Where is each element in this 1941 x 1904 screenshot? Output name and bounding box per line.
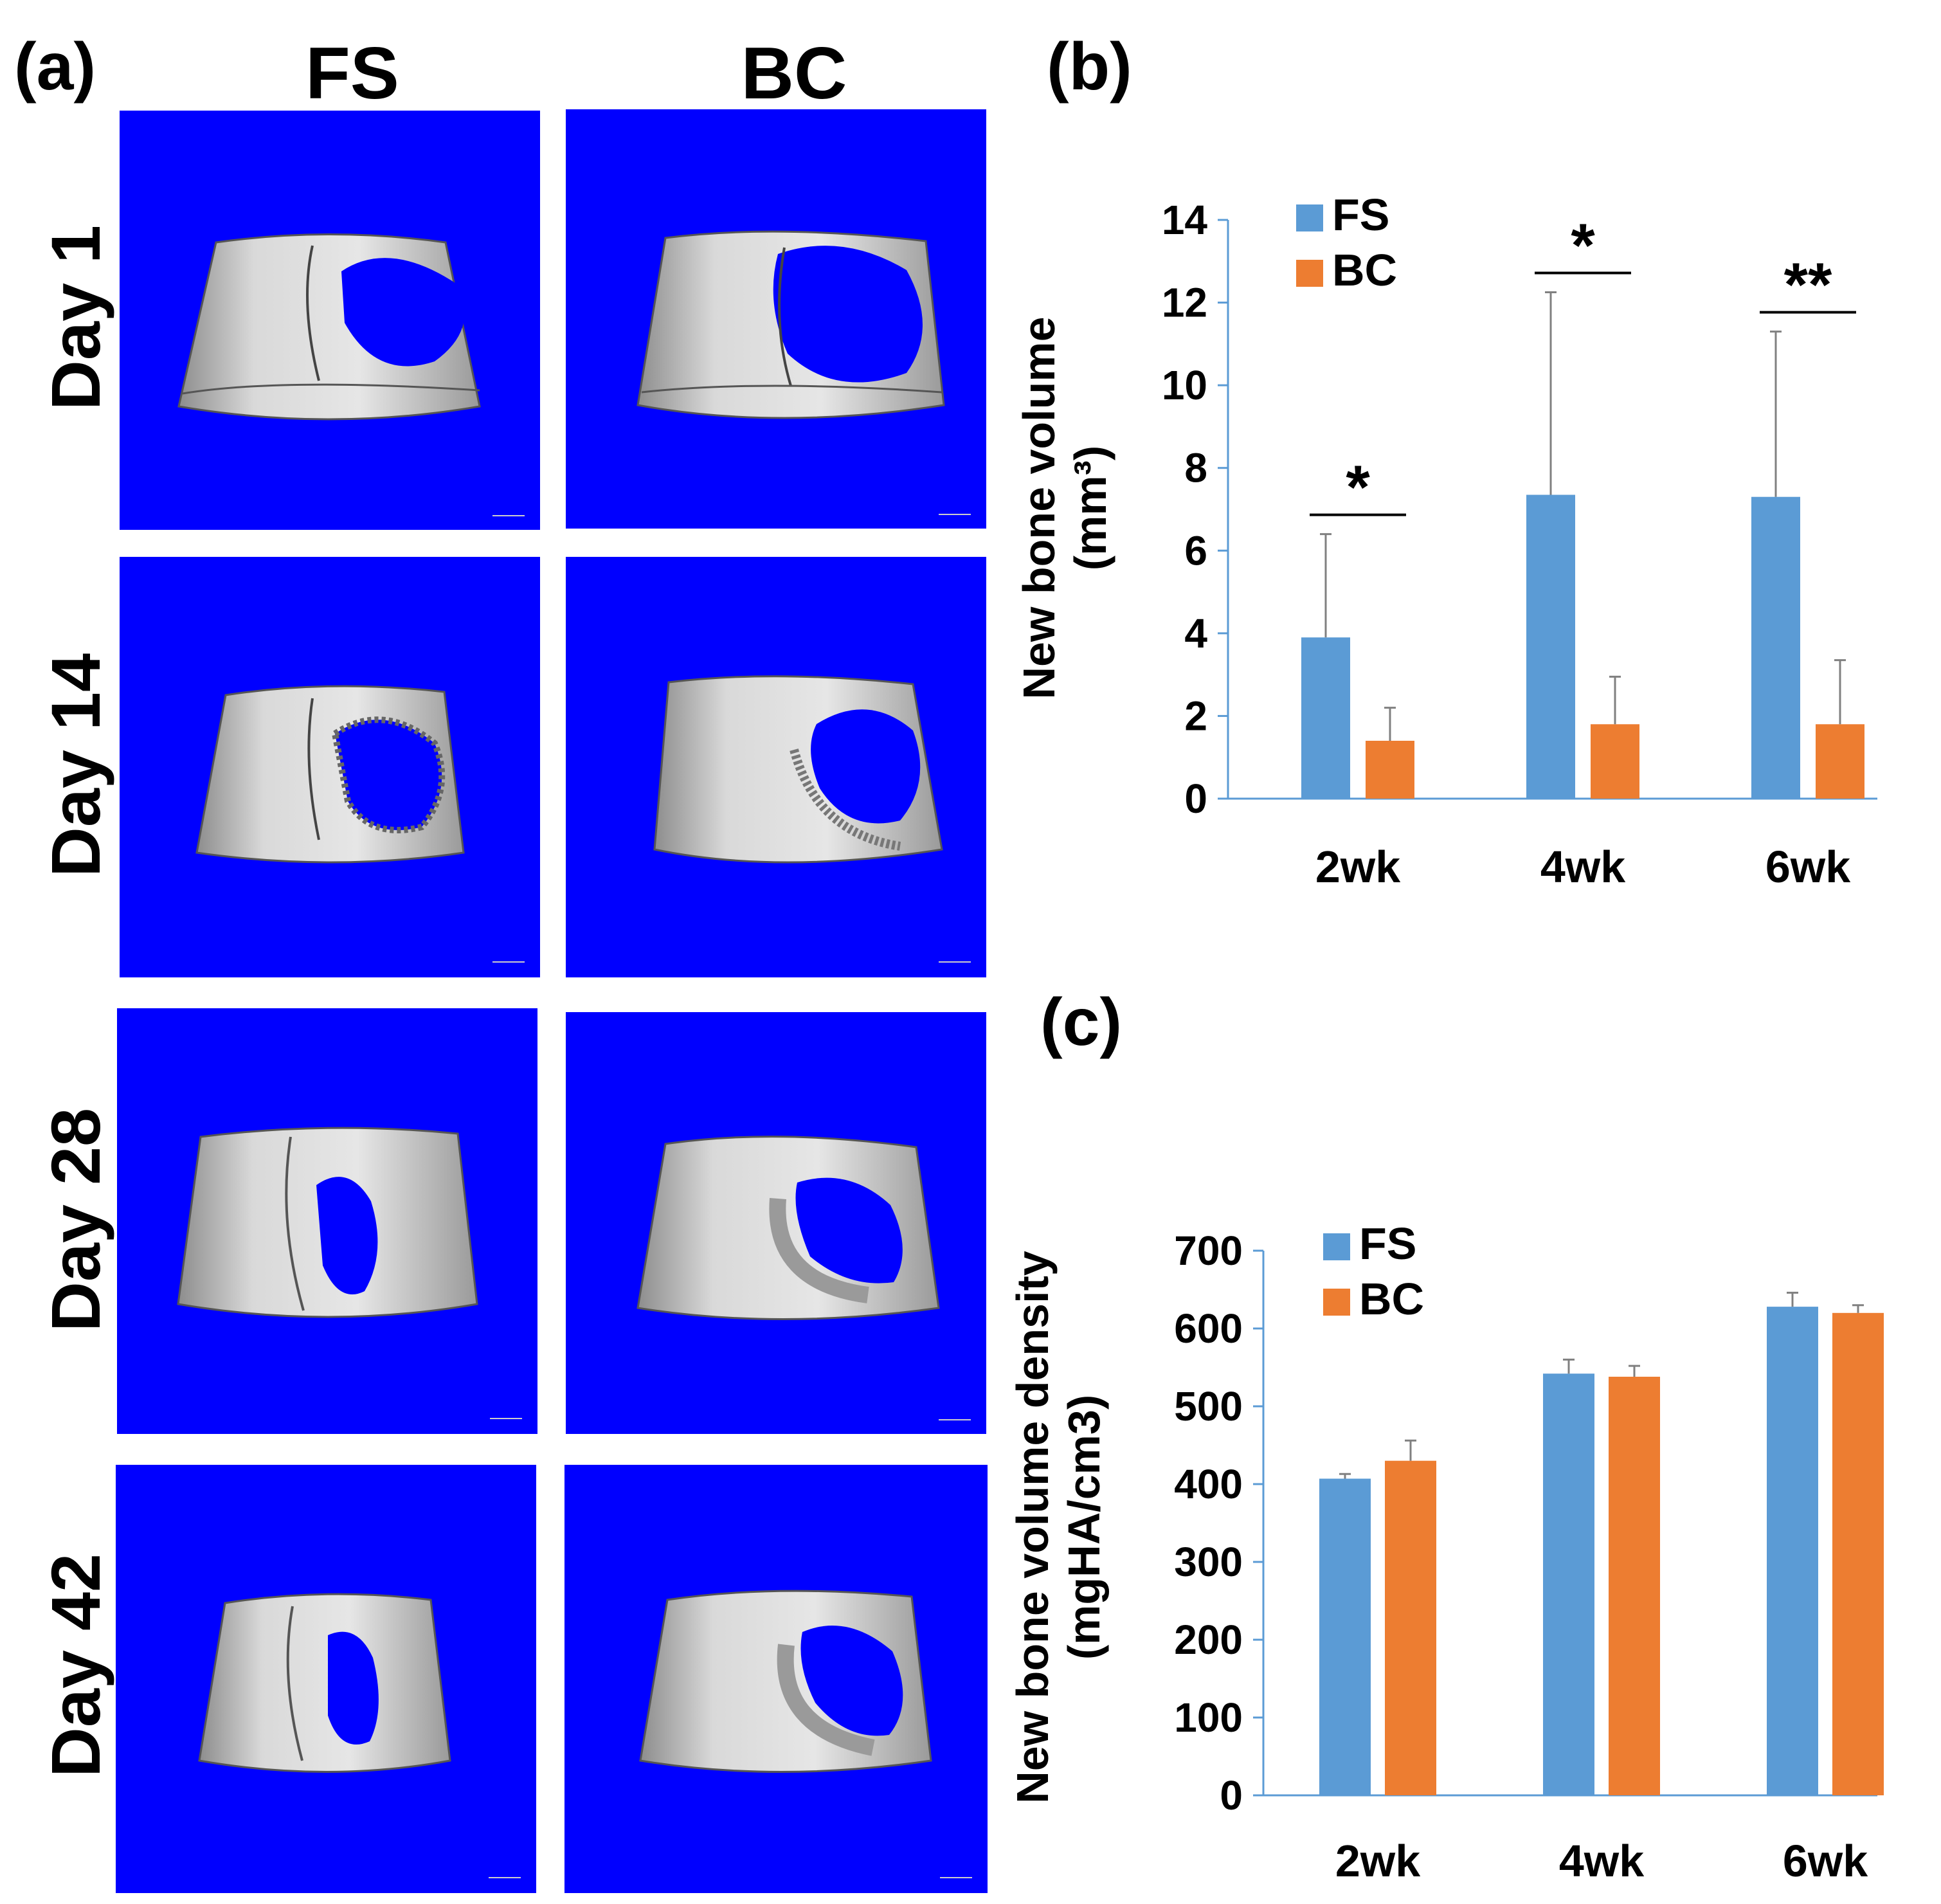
bar-bc-2wk [1366,741,1414,799]
bar-fs-4wk [1526,494,1575,799]
ct-image-fs-day-1 [120,111,540,530]
y-tick-label: 14 [1162,197,1208,243]
y-tick-label: 8 [1184,445,1207,491]
ct-image-bc-day-14 [566,557,986,977]
y-tick-label: 700 [1174,1228,1243,1274]
panel-c-label: (c) [1040,985,1123,1060]
ct-image-fs-day-14 [120,557,540,977]
column-header-bc: BC [741,33,847,114]
significance-marker: * [1346,453,1370,522]
bar-bc-4wk [1591,724,1639,799]
y-tick-label: 4 [1184,610,1207,657]
y-tick-label: 0 [1184,775,1207,822]
x-tick-label-6wk: 6wk [1765,842,1850,892]
panel-a-label: (a) [14,30,96,104]
y-tick-label: 400 [1174,1461,1243,1507]
significance-marker: * [1571,212,1595,280]
panel-b-label: (b) [1047,30,1132,104]
y-tick-label: 500 [1174,1383,1243,1429]
y-tick-label: 0 [1220,1772,1243,1818]
legend-label-bc: BC [1359,1274,1424,1324]
bar-bc-4wk [1609,1377,1660,1795]
legend-label-bc: BC [1332,245,1397,295]
bar-fs-2wk [1319,1478,1371,1795]
bar-fs-6wk [1767,1307,1818,1795]
x-tick-label-4wk: 4wk [1559,1836,1644,1886]
ct-image-fs-day-28 [117,1008,537,1434]
ct-image-bc-day-28 [566,1012,986,1434]
y-axis-title-line2: (mm³) [1065,446,1115,570]
ct-image-fs-day-42 [116,1465,536,1893]
bar-fs-6wk [1751,496,1800,799]
y-tick-label: 200 [1174,1617,1243,1663]
legend-swatch-fs [1323,1233,1350,1260]
legend-label-fs: FS [1332,190,1389,240]
legend-swatch-bc [1323,1289,1350,1316]
x-tick-label-4wk: 4wk [1540,842,1625,892]
y-tick-label: 2 [1184,693,1207,739]
bar-bc-2wk [1385,1460,1436,1795]
y-tick-label: 100 [1174,1694,1243,1741]
significance-marker: ** [1784,251,1832,320]
y-tick-label: 600 [1174,1305,1243,1352]
legend-swatch-bc [1296,260,1323,287]
y-tick-label: 10 [1162,362,1207,408]
y-axis-title-line2: (mgHA/cm3) [1059,1395,1109,1660]
bar-bc-6wk [1832,1312,1884,1795]
legend-label-fs: FS [1359,1219,1416,1269]
bar-fs-2wk [1301,637,1350,799]
y-axis-title: New bone volume density (mgHA/cm3) [1007,1251,1109,1804]
ct-image-bc-day-42 [564,1465,988,1893]
legend-swatch-fs [1296,204,1323,231]
x-tick-label-6wk: 6wk [1783,1836,1868,1886]
y-tick-label: 300 [1174,1539,1243,1585]
y-axis-title-line1: New bone volume [1014,316,1064,699]
column-header-fs: FS [305,33,399,114]
ct-image-bc-day-1 [566,109,986,529]
y-tick-label: 6 [1184,527,1207,574]
bar-fs-4wk [1543,1374,1594,1795]
y-axis-title: New bone volume (mm³) [1014,316,1115,699]
y-tick-label: 12 [1162,280,1207,326]
bar-bc-6wk [1816,724,1864,799]
x-tick-label-2wk: 2wk [1315,842,1400,892]
x-tick-label-2wk: 2wk [1335,1836,1420,1886]
y-axis-title-line1: New bone volume density [1007,1251,1058,1804]
